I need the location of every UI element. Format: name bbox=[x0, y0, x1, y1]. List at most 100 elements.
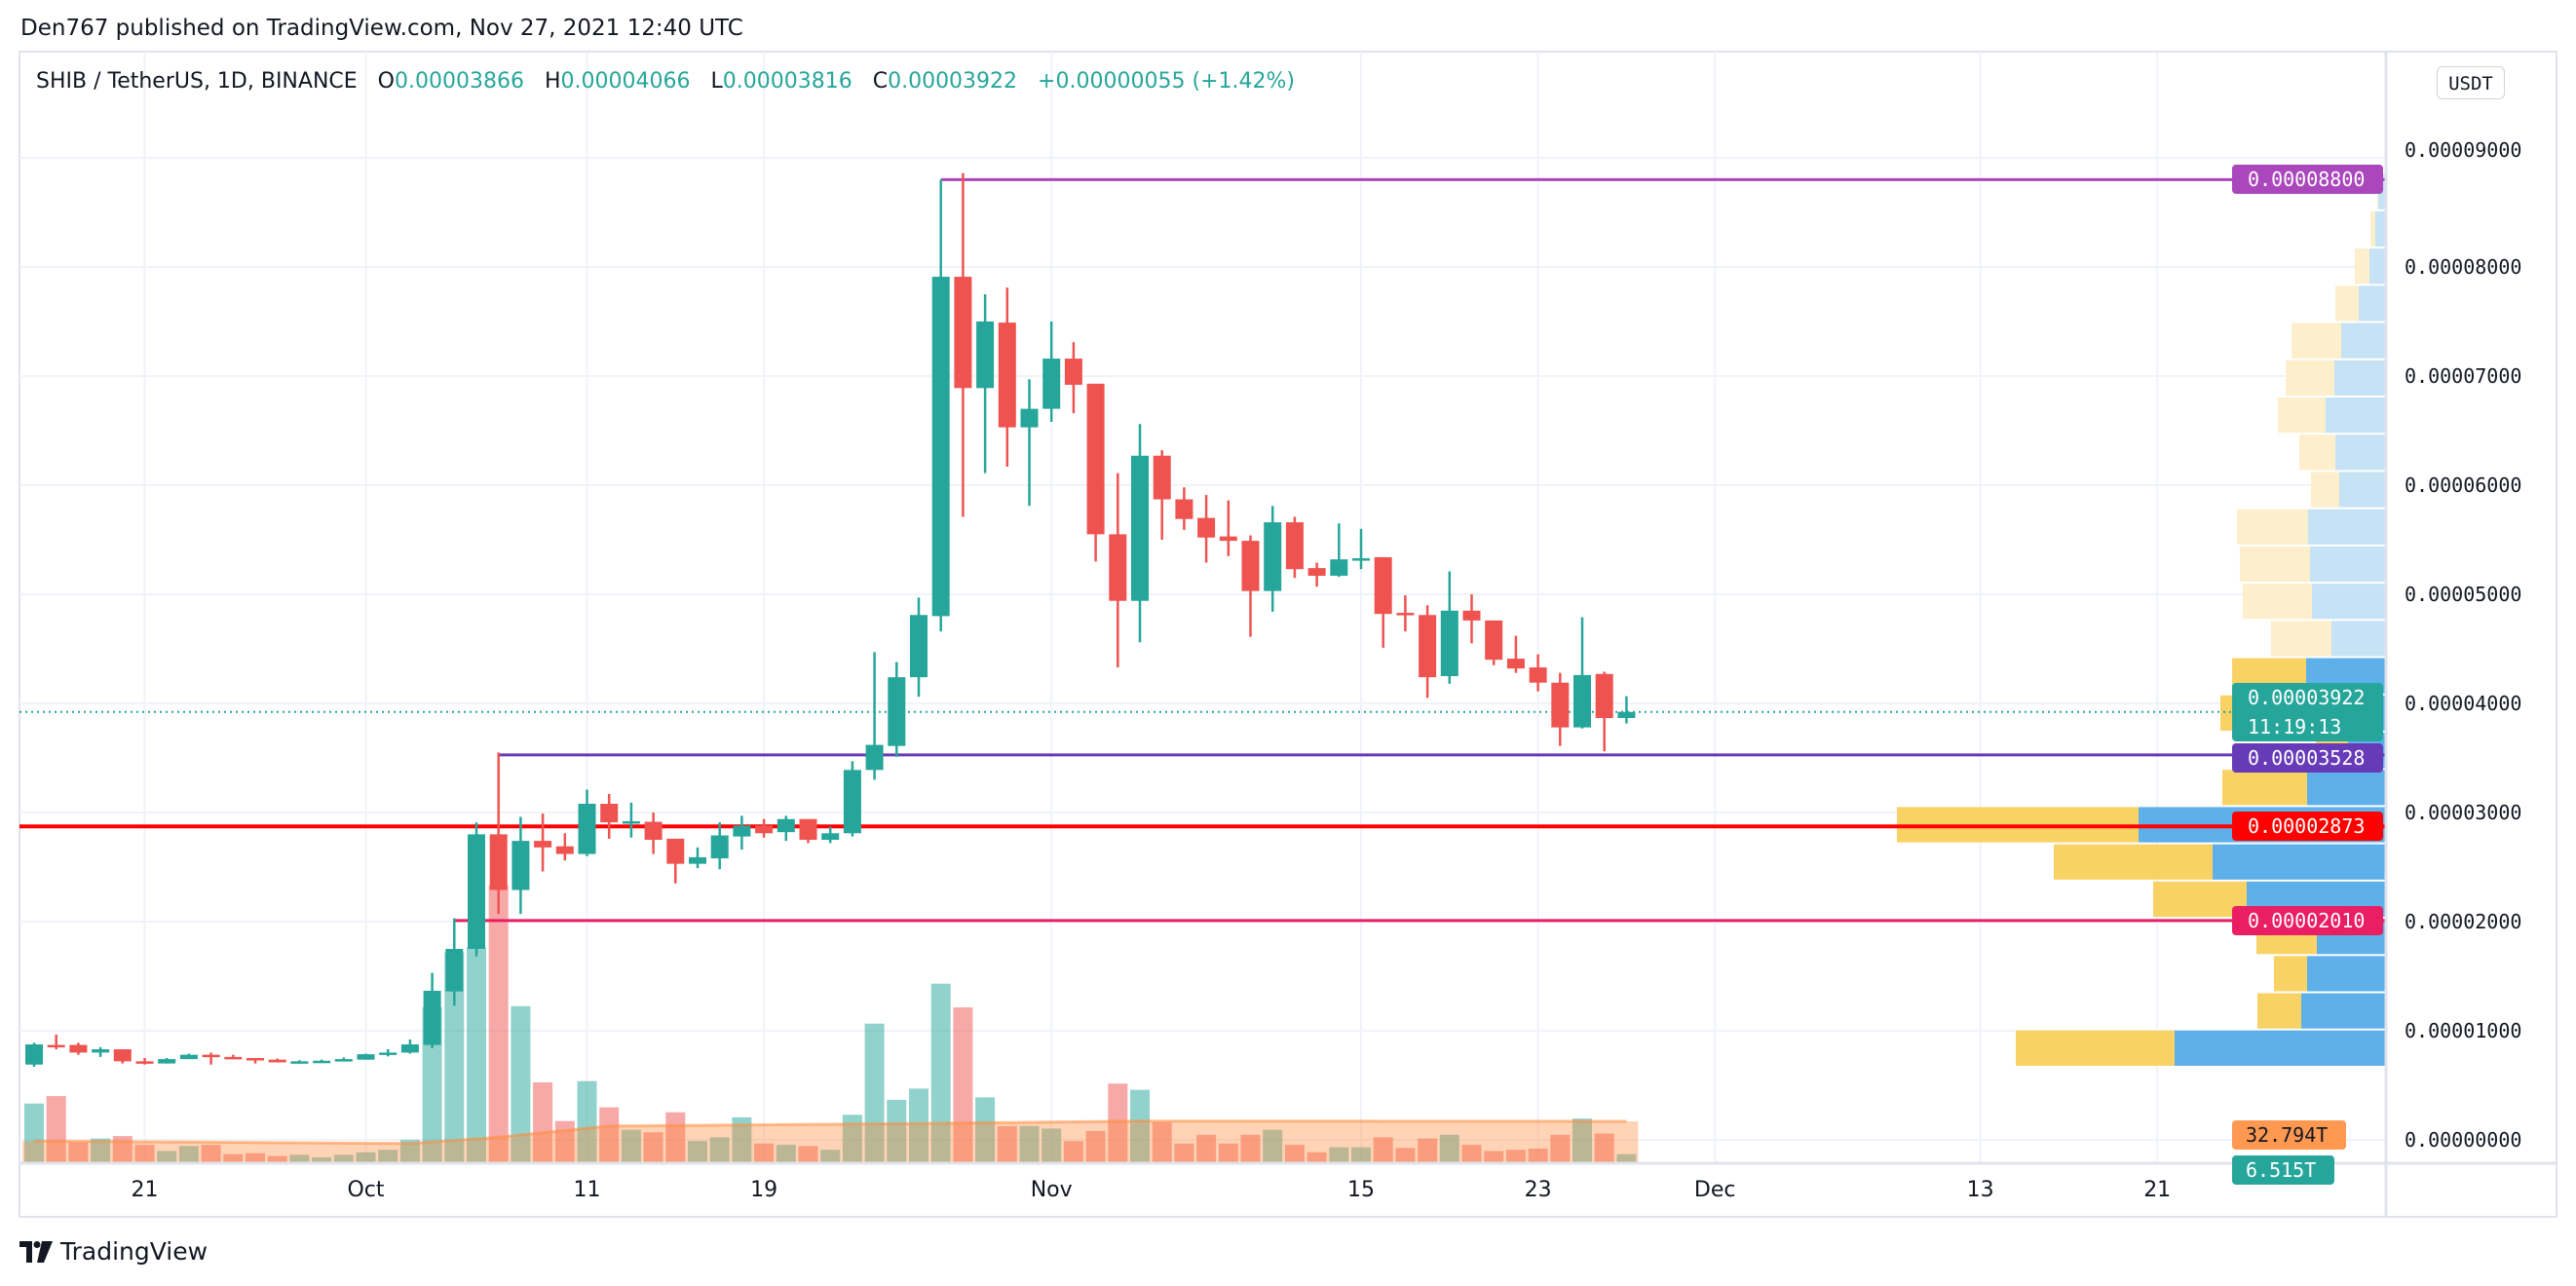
volume-bar bbox=[709, 1137, 730, 1162]
candle bbox=[1396, 595, 1415, 632]
close-label: C bbox=[872, 69, 889, 94]
candle bbox=[1595, 671, 1613, 752]
symbol-title[interactable]: SHIB / TetherUS, 1D, BINANCE bbox=[36, 69, 358, 94]
candle-body bbox=[1264, 522, 1282, 591]
volume-profile-down bbox=[2299, 435, 2335, 471]
candle-body bbox=[1374, 556, 1392, 615]
volume-profile-down bbox=[2222, 770, 2307, 806]
price-axis-label: 0.00009000 bbox=[2405, 138, 2522, 162]
candle bbox=[1307, 562, 1326, 587]
candle bbox=[334, 1057, 353, 1062]
volume-bar bbox=[68, 1142, 89, 1162]
volume-profile-up bbox=[2331, 621, 2386, 657]
volume-bar bbox=[511, 1005, 531, 1162]
candle-body bbox=[777, 818, 795, 833]
candle bbox=[755, 818, 774, 838]
volume-bar bbox=[688, 1141, 707, 1162]
open-label: O bbox=[377, 69, 395, 94]
volume-profile-down bbox=[2278, 397, 2326, 434]
candle bbox=[1219, 500, 1237, 556]
volume-bar bbox=[312, 1156, 332, 1162]
volume-profile-up bbox=[2341, 322, 2386, 359]
volume-bar bbox=[356, 1152, 376, 1162]
candle-body bbox=[1153, 455, 1171, 500]
volume-bar bbox=[46, 1096, 66, 1162]
candle-body bbox=[666, 838, 685, 864]
time-axis-label: 11 bbox=[573, 1178, 601, 1202]
candle-body bbox=[1595, 673, 1613, 719]
volume-value-badge: 6.515T bbox=[2232, 1155, 2334, 1185]
price-badge: 0.00002010 bbox=[2232, 905, 2383, 935]
volume-bar bbox=[223, 1154, 244, 1162]
price-badge: 0.00003528 bbox=[2232, 742, 2383, 773]
candle bbox=[423, 972, 441, 1048]
candle-body bbox=[534, 841, 552, 848]
candle-body bbox=[357, 1054, 375, 1060]
candle bbox=[313, 1059, 331, 1064]
volume-bar bbox=[1484, 1151, 1504, 1162]
candle-body bbox=[511, 841, 530, 890]
volume-bar bbox=[1329, 1147, 1349, 1162]
chart-frame bbox=[19, 51, 2557, 1218]
candle bbox=[1529, 654, 1547, 692]
candle-body bbox=[644, 821, 663, 840]
candle bbox=[357, 1053, 375, 1060]
volume-bar bbox=[157, 1151, 177, 1162]
price-axis-label: 0.00000000 bbox=[2405, 1128, 2522, 1152]
candle bbox=[1241, 535, 1260, 637]
candle-body bbox=[1042, 359, 1061, 409]
candle-body bbox=[1529, 667, 1547, 683]
volume-bar bbox=[246, 1153, 265, 1162]
candle-body bbox=[954, 277, 972, 389]
volume-bar bbox=[842, 1115, 862, 1162]
candle-body bbox=[1440, 610, 1458, 676]
candle bbox=[578, 789, 596, 856]
volume-bar bbox=[1042, 1128, 1062, 1162]
candle-body bbox=[578, 804, 596, 854]
volume-bar bbox=[1307, 1152, 1327, 1162]
volume-profile-up bbox=[2175, 1030, 2386, 1066]
candle-body bbox=[1197, 517, 1216, 538]
volume-bar bbox=[887, 1099, 907, 1162]
candle-body bbox=[313, 1060, 331, 1064]
volume-bar bbox=[488, 885, 509, 1162]
time-axis-label: Dec bbox=[1693, 1178, 1736, 1202]
candle bbox=[246, 1058, 264, 1064]
candle-body bbox=[1462, 610, 1481, 621]
volume-badges: 32.794T 6.515T bbox=[2232, 1111, 2383, 1189]
candle bbox=[689, 847, 706, 869]
candle bbox=[799, 818, 817, 844]
time-axis-label: Oct bbox=[347, 1178, 385, 1202]
candle bbox=[976, 294, 995, 473]
tradingview-logo[interactable]: TradingView bbox=[19, 1237, 208, 1266]
candle bbox=[92, 1046, 110, 1057]
volume-profile-up bbox=[2339, 472, 2386, 508]
candle bbox=[1175, 487, 1193, 530]
candle bbox=[998, 287, 1016, 467]
candle bbox=[1551, 672, 1570, 746]
candle bbox=[1617, 696, 1636, 724]
volume-bar bbox=[1284, 1145, 1305, 1162]
candle bbox=[910, 597, 928, 698]
candle-body bbox=[600, 804, 619, 823]
high-label: H bbox=[544, 69, 561, 94]
candle bbox=[1153, 450, 1171, 540]
currency-button[interactable]: USDT bbox=[2437, 66, 2505, 99]
volume-profile-down bbox=[2355, 248, 2369, 284]
candle-body bbox=[976, 322, 995, 389]
candle-body bbox=[710, 835, 729, 859]
candle-body bbox=[1086, 383, 1105, 535]
candle-body bbox=[1175, 499, 1193, 519]
price-axis-label: 0.00006000 bbox=[2405, 473, 2522, 497]
volume-bar bbox=[643, 1132, 663, 1162]
volume-bar bbox=[930, 983, 951, 1162]
price-badge-value: 0.00003528 bbox=[2248, 745, 2366, 770]
volume-ma-line bbox=[33, 1119, 1627, 1146]
change-value: +0.00000055 (+1.42%) bbox=[1038, 69, 1295, 94]
candle bbox=[179, 1053, 198, 1060]
candle-body bbox=[224, 1056, 243, 1060]
candle bbox=[113, 1049, 132, 1064]
volume-bar bbox=[1528, 1148, 1548, 1162]
volume-bar bbox=[577, 1080, 597, 1162]
